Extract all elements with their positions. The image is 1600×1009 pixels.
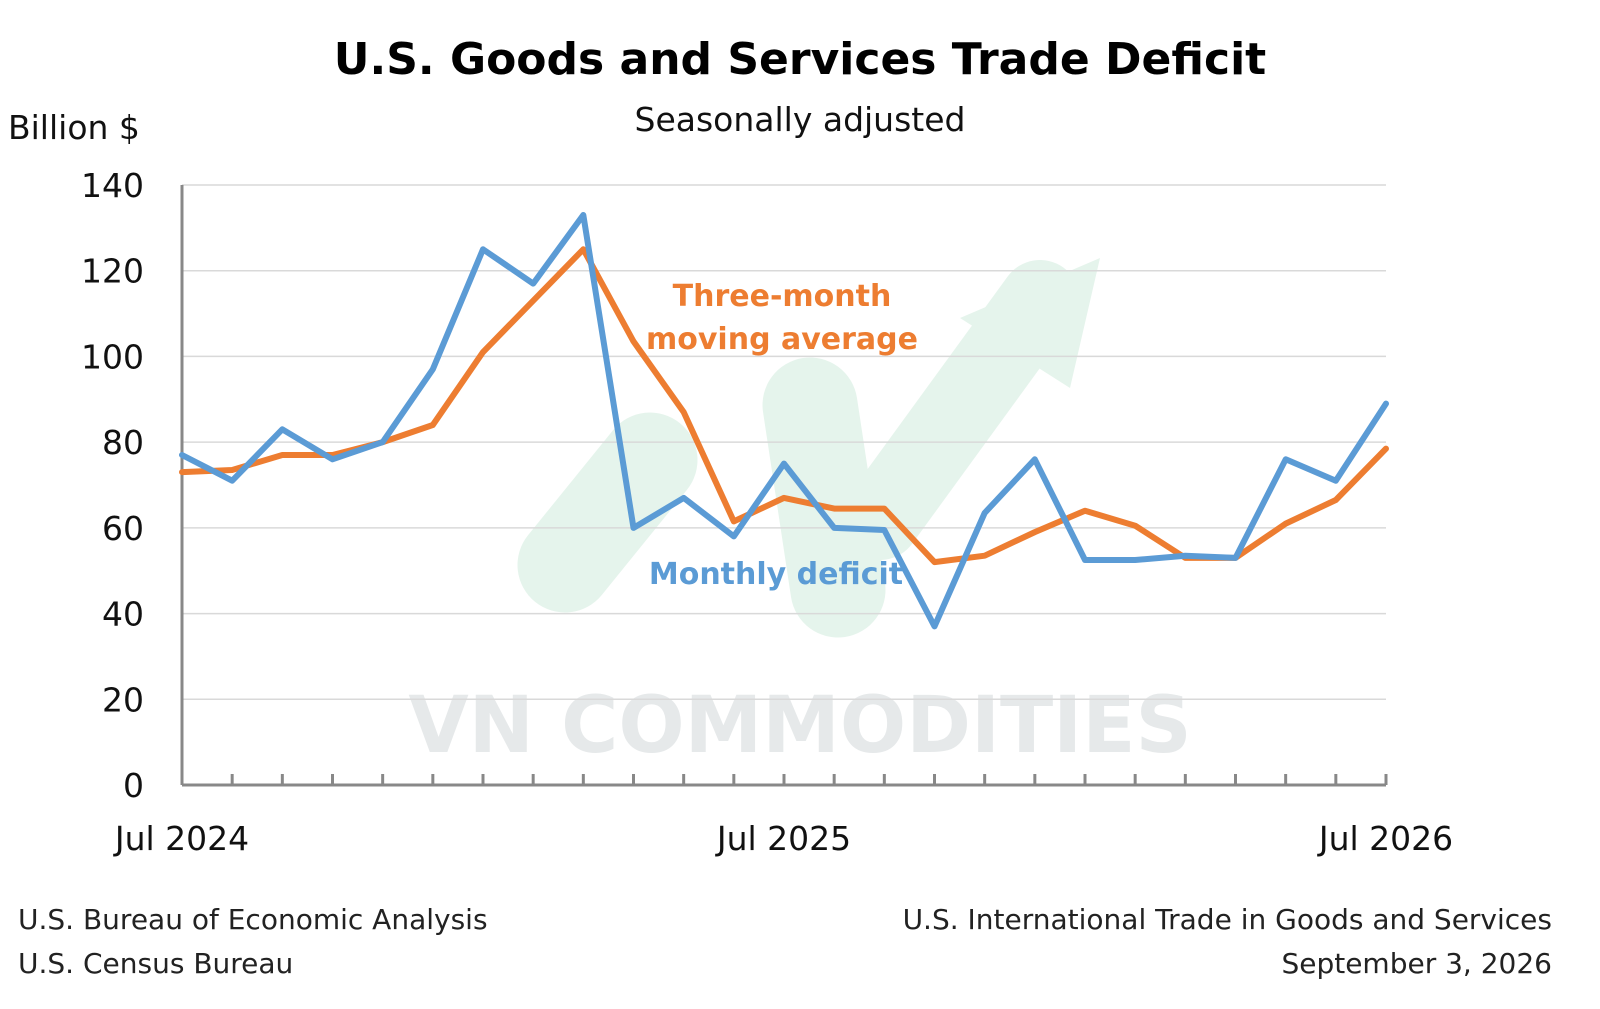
y-tick-label: 60 <box>102 509 144 548</box>
monthly-deficit-label: Monthly deficit <box>649 557 903 592</box>
x-tick-label: Jul 2026 <box>1317 819 1453 858</box>
y-tick-label: 20 <box>102 680 144 719</box>
y-tick-label: 0 <box>123 766 144 805</box>
watermark-text: VN COMMODITIES <box>408 681 1191 771</box>
y-tick-label: 40 <box>102 595 144 634</box>
x-tick-label: Jul 2025 <box>715 819 851 858</box>
y-tick-label: 120 <box>81 252 144 291</box>
release-date: September 3, 2026 <box>1281 947 1552 980</box>
source-bea: U.S. Bureau of Economic Analysis <box>18 903 488 936</box>
source-right: U.S. International Trade in Goods and Se… <box>903 898 1552 986</box>
source-census: U.S. Census Bureau <box>18 947 294 980</box>
moving-average-label: Three-month <box>673 279 892 314</box>
chart-subtitle: Seasonally adjusted <box>634 100 966 139</box>
y-tick-label: 80 <box>102 423 144 462</box>
x-tick-label: Jul 2024 <box>113 819 249 858</box>
chart-title: U.S. Goods and Services Trade Deficit <box>333 34 1267 85</box>
release-title: U.S. International Trade in Goods and Se… <box>902 903 1552 936</box>
series-annotations: Three-month moving average Monthly deficit <box>646 279 918 592</box>
y-tick-labels: 0 20 40 60 80 100 120 140 <box>81 166 144 805</box>
x-tick-labels: Jul 2024 Jul 2025 Jul 2026 <box>113 819 1453 858</box>
moving-average-label: moving average <box>646 322 918 357</box>
axes <box>180 185 1388 787</box>
watermark-logo-icon <box>517 258 1100 638</box>
source-left: U.S. Bureau of Economic Analysis U.S. Ce… <box>18 898 488 986</box>
y-tick-label: 100 <box>81 337 144 376</box>
y-axis-label: Billion $ <box>8 108 140 147</box>
series-line-monthly-deficit <box>179 212 1389 630</box>
y-tick-label: 140 <box>81 166 144 205</box>
series-lines <box>179 212 1389 630</box>
gridlines <box>182 184 1386 701</box>
